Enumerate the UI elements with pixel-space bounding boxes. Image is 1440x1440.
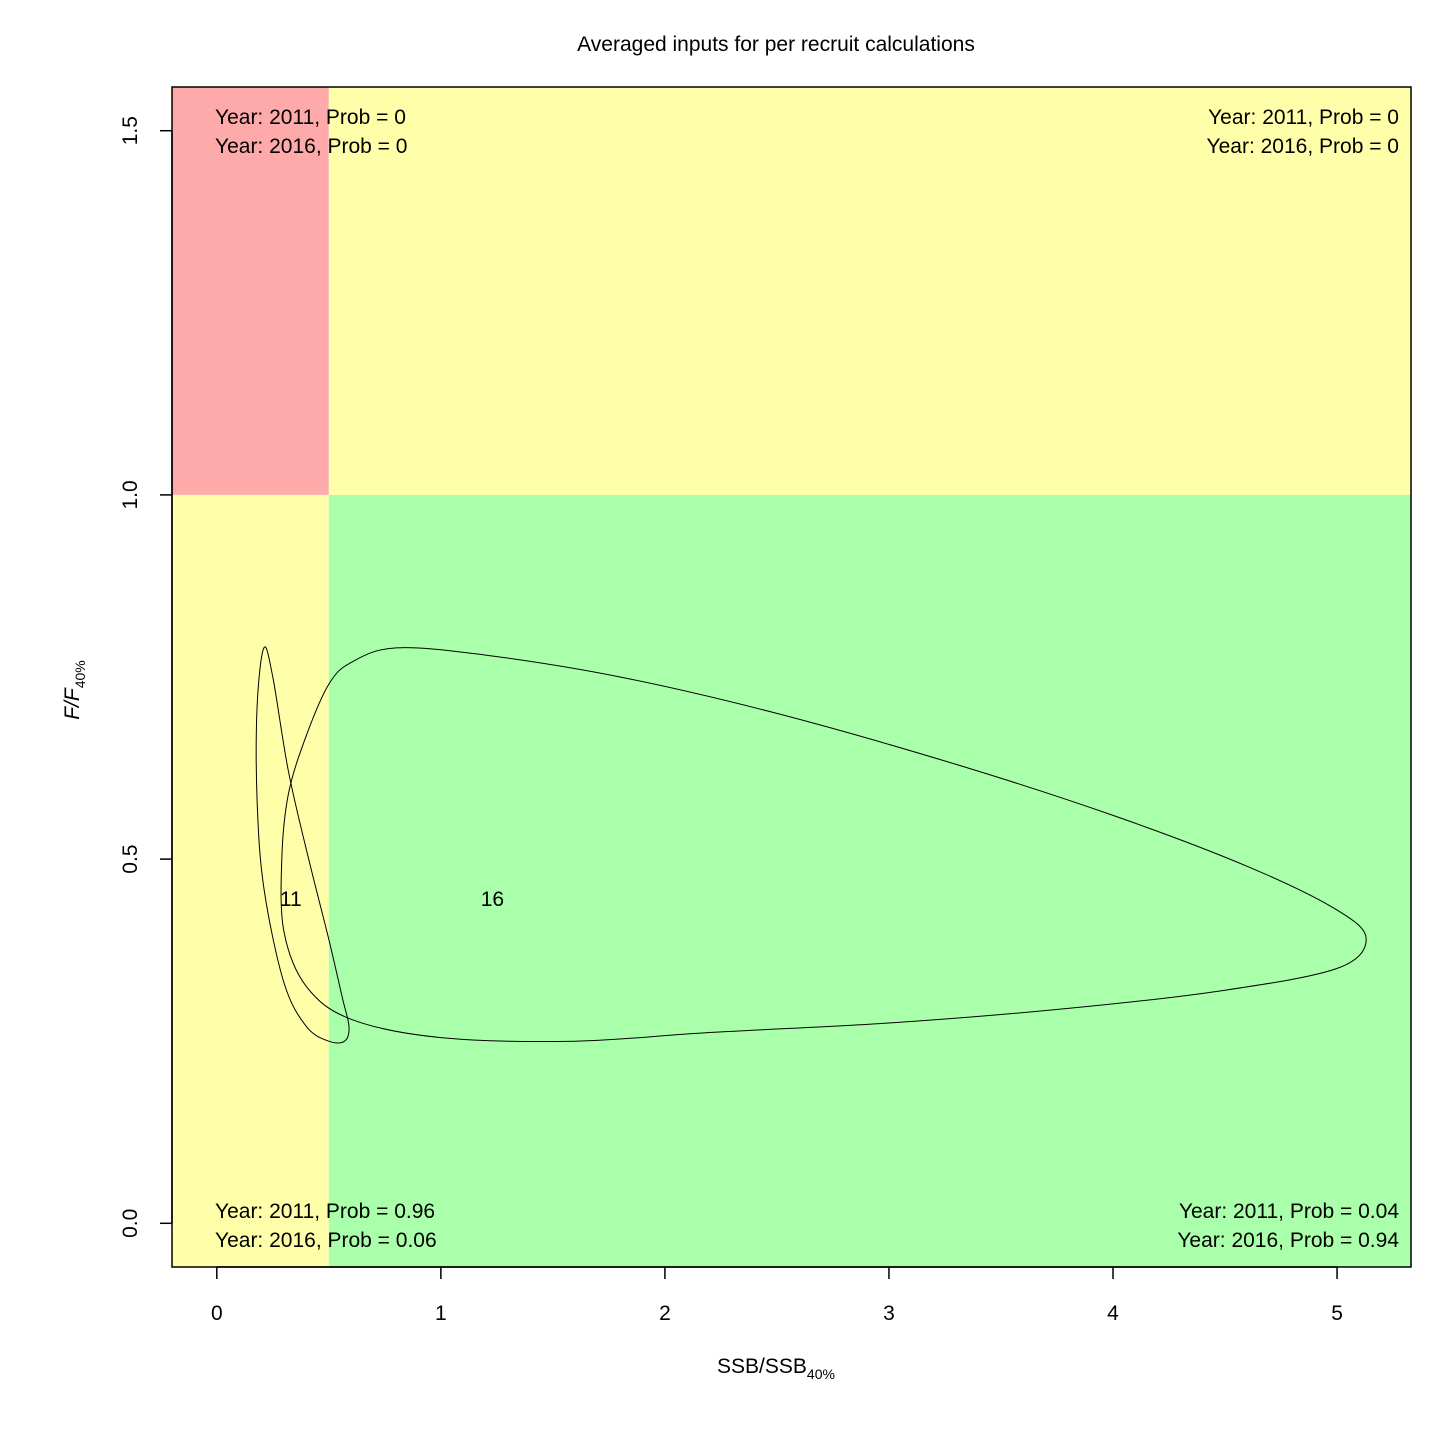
point-label-11: 11 (280, 888, 302, 911)
zone-top-left (172, 87, 329, 495)
point-labels: 11 16 (280, 888, 504, 911)
y-axis-label: F/F40% (61, 660, 88, 720)
annotation-top-right-0: Year: 2011, Prob = 0 (1208, 106, 1399, 129)
y-axis-label-main: F/F (61, 687, 84, 720)
y-tick-label: 0.5 (119, 844, 142, 873)
annotation-top-right-1: Year: 2016, Prob = 0 (1207, 135, 1399, 158)
x-axis-label-main: SSB/SSB (717, 1355, 807, 1378)
annotation-bottom-left-0: Year: 2011, Prob = 0.96 (215, 1200, 435, 1223)
x-tick-label: 1 (435, 1302, 447, 1325)
x-tick-label: 4 (1107, 1302, 1119, 1325)
zones (172, 87, 1411, 1267)
x-tick-label: 0 (211, 1302, 223, 1325)
y-tick-label: 0.0 (119, 1209, 142, 1238)
contour-2016 (280, 647, 1367, 1042)
y-axis: 0.0 0.5 1.0 1.5 (119, 116, 173, 1238)
y-tick-label: 1.0 (119, 480, 142, 509)
quadrant-annotations: Year: 2011, Prob = 0 Year: 2016, Prob = 0… (215, 106, 1399, 1252)
contour-2011 (255, 646, 350, 1044)
annotation-bottom-right-1: Year: 2016, Prob = 0.94 (1177, 1229, 1399, 1252)
chart-title: Averaged inputs for per recruit calculat… (577, 33, 975, 56)
x-axis-label: SSB/SSB40% (717, 1355, 835, 1382)
x-tick-label: 3 (883, 1302, 895, 1325)
y-axis-label-sub: 40% (72, 660, 88, 688)
zone-top-right (328, 87, 1411, 495)
annotation-top-left-1: Year: 2016, Prob = 0 (215, 135, 407, 158)
zone-bottom-right (328, 494, 1411, 1267)
annotation-bottom-left-1: Year: 2016, Prob = 0.06 (215, 1229, 437, 1252)
x-tick-label: 5 (1331, 1302, 1343, 1325)
annotation-bottom-right-0: Year: 2011, Prob = 0.04 (1179, 1200, 1399, 1223)
x-axis: 0 1 2 3 4 5 (211, 1266, 1343, 1325)
x-axis-label-sub: 40% (807, 1366, 835, 1382)
y-tick-label: 1.5 (119, 116, 142, 145)
point-label-16: 16 (481, 888, 504, 911)
zone-bottom-left (172, 494, 329, 1267)
contours (255, 646, 1367, 1044)
x-tick-label: 2 (659, 1302, 671, 1325)
annotation-top-left-0: Year: 2011, Prob = 0 (215, 106, 406, 129)
